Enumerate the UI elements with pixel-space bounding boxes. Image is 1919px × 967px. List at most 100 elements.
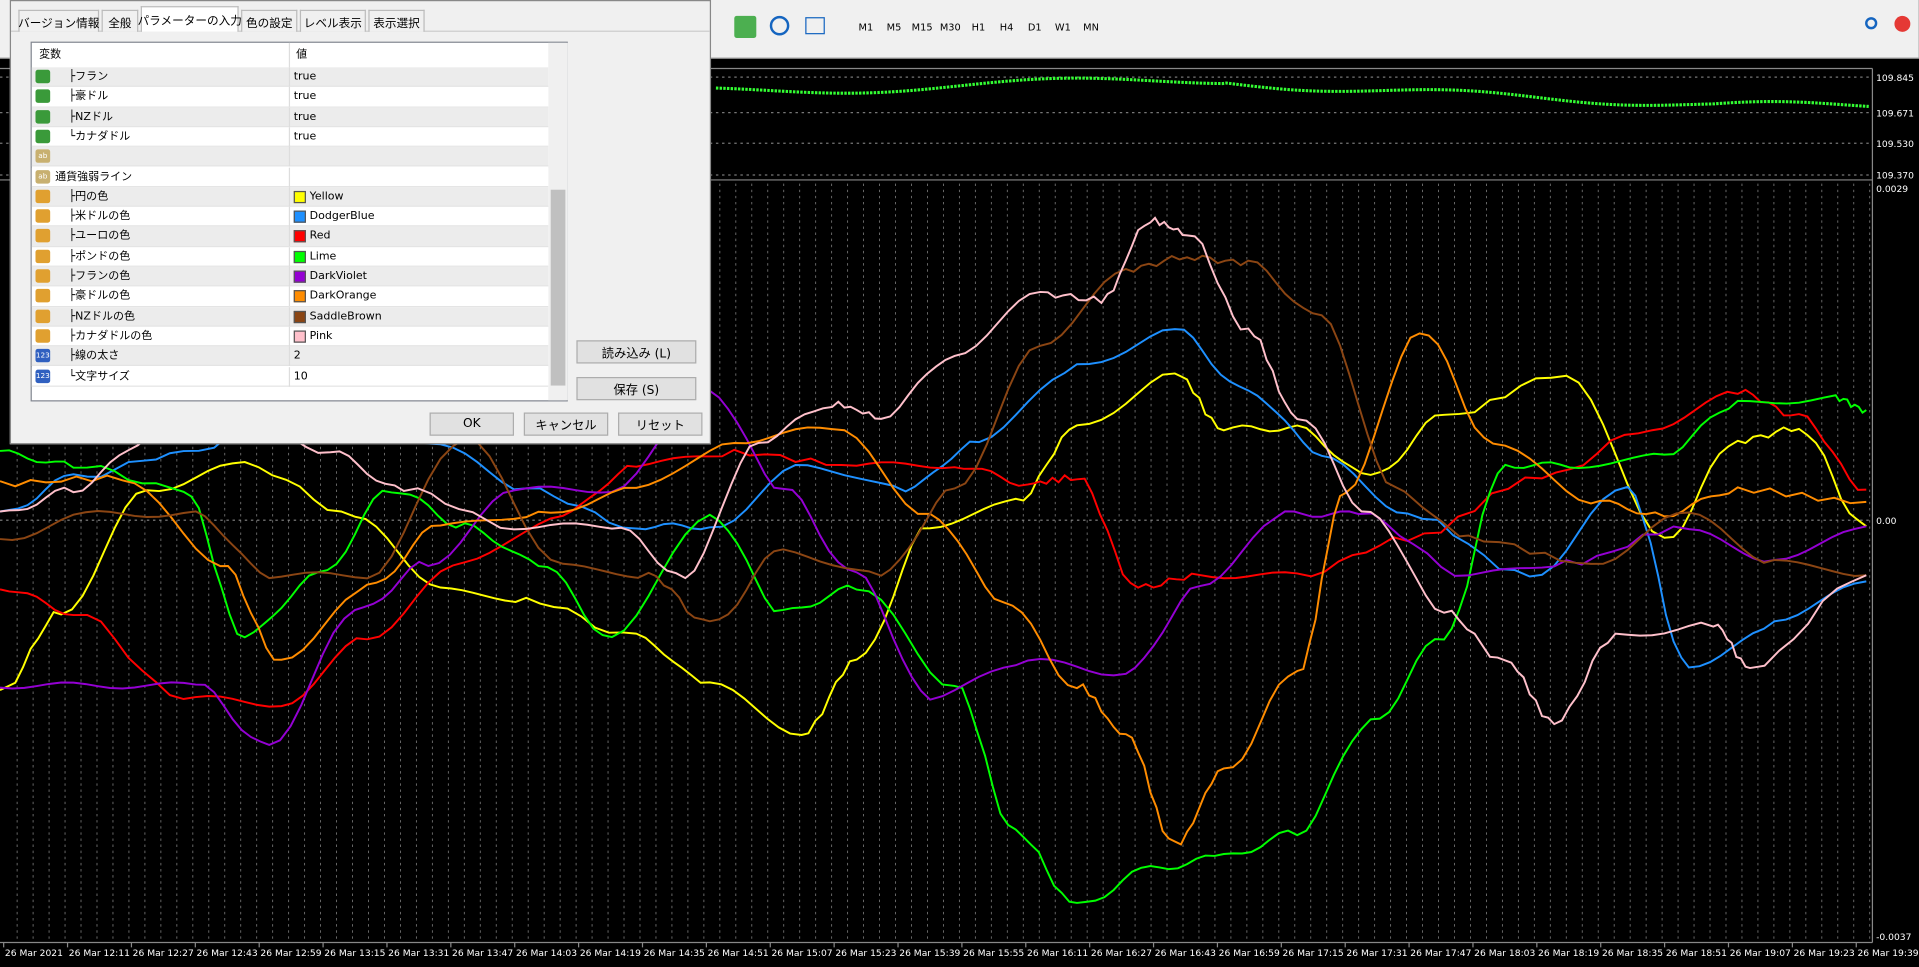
- row-divider: [288, 107, 291, 127]
- param-value[interactable]: 10: [293, 370, 308, 383]
- color-swatch: [293, 310, 306, 323]
- param-name: ├フラン: [68, 70, 109, 84]
- load-button[interactable]: 読み込み (L): [576, 340, 697, 364]
- time-label: 26 Mar 16:43: [1155, 948, 1216, 959]
- timeframe-button[interactable]: H4: [999, 21, 1014, 33]
- timeframe-button[interactable]: H1: [971, 21, 986, 33]
- save-button[interactable]: 保存 (S): [576, 376, 697, 401]
- param-name: ├円の色: [68, 190, 109, 203]
- param-row: ├フランの色 DarkViolet: [31, 266, 549, 287]
- param-value[interactable]: DodgerBlue: [309, 210, 375, 223]
- indicator-line: [0, 254, 1867, 623]
- row-icon: 123: [35, 349, 51, 363]
- timeframe-bar: M1 M5 M15 M30 H1 H4 D1 W1 MN: [848, 0, 1103, 59]
- row-icon: [35, 229, 51, 243]
- tab[interactable]: 色の設定: [241, 9, 298, 32]
- param-value[interactable]: Pink: [309, 330, 333, 343]
- indicator-line: [0, 216, 1867, 726]
- price-label: 109.530: [1876, 139, 1914, 150]
- timeframe-button[interactable]: M5: [886, 21, 902, 33]
- row-divider: [288, 286, 291, 307]
- row-divider: [288, 366, 291, 387]
- row-icon: ab: [35, 169, 51, 183]
- timeframe-button[interactable]: W1: [1054, 21, 1071, 33]
- time-label: 26 Mar 19:39: [1857, 948, 1918, 959]
- param-row: ab 通貨強弱ライン: [31, 167, 549, 188]
- header-name: 変数: [39, 48, 62, 62]
- reset-button[interactable]: リセット: [618, 412, 703, 436]
- time-label: 26 Mar 18:19: [1538, 948, 1599, 959]
- timeframe-button[interactable]: M15: [911, 21, 933, 33]
- param-value[interactable]: SaddleBrown: [309, 310, 382, 323]
- time-label: 26 Mar 14:19: [580, 948, 641, 959]
- time-label: 26 Mar 13:47: [452, 948, 513, 959]
- color-swatch: [293, 210, 306, 223]
- template-icon[interactable]: [805, 17, 825, 35]
- time-label: 26 Mar 17:15: [1283, 948, 1344, 959]
- indicator-line: [0, 372, 1867, 737]
- time-label: 26 Mar 14:35: [644, 948, 705, 959]
- tab[interactable]: 全般: [101, 9, 139, 32]
- param-name: ├NZドル: [68, 110, 113, 124]
- timeframe-button[interactable]: D1: [1027, 21, 1042, 33]
- time-label: 26 Mar 16:27: [1091, 948, 1152, 959]
- param-table: 変数 値 ├フラン true ├豪ドル true ├NZドル true └カナダドル true…: [30, 41, 568, 402]
- timeframe-button[interactable]: M30: [939, 21, 961, 33]
- timeframe-button[interactable]: M1: [858, 21, 874, 33]
- tab[interactable]: レベル表示: [299, 9, 366, 32]
- param-row: 123 ├線の太さ 2: [31, 346, 549, 367]
- indicator-line: [0, 389, 1867, 746]
- row-icon: [35, 249, 51, 263]
- param-value[interactable]: DarkOrange: [309, 290, 377, 303]
- time-label: 26 Mar 15:23: [835, 948, 896, 959]
- cancel-button[interactable]: キャンセル: [523, 412, 609, 436]
- param-value[interactable]: 2: [293, 350, 301, 363]
- scroll-thumb[interactable]: [550, 189, 566, 386]
- param-name: ├ユーロの色: [68, 230, 131, 243]
- time-label: 26 Mar 19:07: [1730, 948, 1791, 959]
- param-name: ├フランの色: [68, 270, 131, 283]
- clock-icon[interactable]: [769, 15, 790, 36]
- scrollbar[interactable]: [548, 42, 568, 401]
- param-value[interactable]: true: [293, 110, 317, 124]
- param-value[interactable]: Lime: [309, 250, 337, 263]
- param-value[interactable]: true: [293, 90, 317, 104]
- time-label: 26 Mar 17:31: [1346, 948, 1407, 959]
- timeframe-button[interactable]: MN: [1083, 21, 1099, 33]
- time-label: 26 Mar 15:07: [771, 948, 832, 959]
- search-icon[interactable]: [1865, 17, 1878, 30]
- param-row: ├豪ドルの色 DarkOrange: [31, 286, 549, 307]
- param-row: ├NZドルの色 SaddleBrown: [31, 306, 549, 327]
- param-value[interactable]: true: [293, 130, 317, 144]
- param-name: ├NZドルの色: [68, 310, 136, 323]
- tab[interactable]: バージョン情報: [18, 9, 99, 32]
- param-row: ├米ドルの色 DodgerBlue: [31, 206, 549, 227]
- param-name: ├豪ドル: [68, 90, 109, 104]
- notification-icon[interactable]: [1894, 15, 1911, 32]
- ok-button[interactable]: OK: [429, 412, 514, 436]
- param-row: ├フラン true: [31, 67, 549, 88]
- indicator-label: 0.00: [1876, 516, 1897, 527]
- param-value[interactable]: true: [293, 70, 317, 84]
- row-divider: [288, 346, 291, 367]
- row-divider: [288, 127, 291, 147]
- param-value[interactable]: DarkViolet: [309, 270, 368, 283]
- time-label: 26 Mar 12:27: [133, 948, 194, 959]
- param-name: ├米ドルの色: [68, 210, 131, 223]
- color-swatch: [293, 190, 306, 203]
- param-value[interactable]: Red: [309, 230, 331, 243]
- param-row: ├NZドル true: [31, 107, 549, 128]
- tab[interactable]: パラメーターの入力: [138, 6, 242, 32]
- new-order-icon[interactable]: [734, 15, 757, 38]
- row-divider: [288, 226, 291, 247]
- tab[interactable]: 表示選択: [368, 9, 425, 32]
- row-divider: [288, 67, 291, 87]
- indicator-label: -0.0037: [1876, 932, 1912, 943]
- param-value[interactable]: Yellow: [309, 190, 344, 203]
- param-row: ab: [31, 147, 549, 168]
- properties-dialog: バージョン情報 全般 パラメーターの入力 色の設定 レベル表示 表示選択 変数 値 ├フラ…: [9, 0, 712, 445]
- tab-bar: バージョン情報 全般 パラメーターの入力 色の設定 レベル表示 表示選択: [11, 1, 710, 32]
- time-label: 26 Mar 14:03: [516, 948, 577, 959]
